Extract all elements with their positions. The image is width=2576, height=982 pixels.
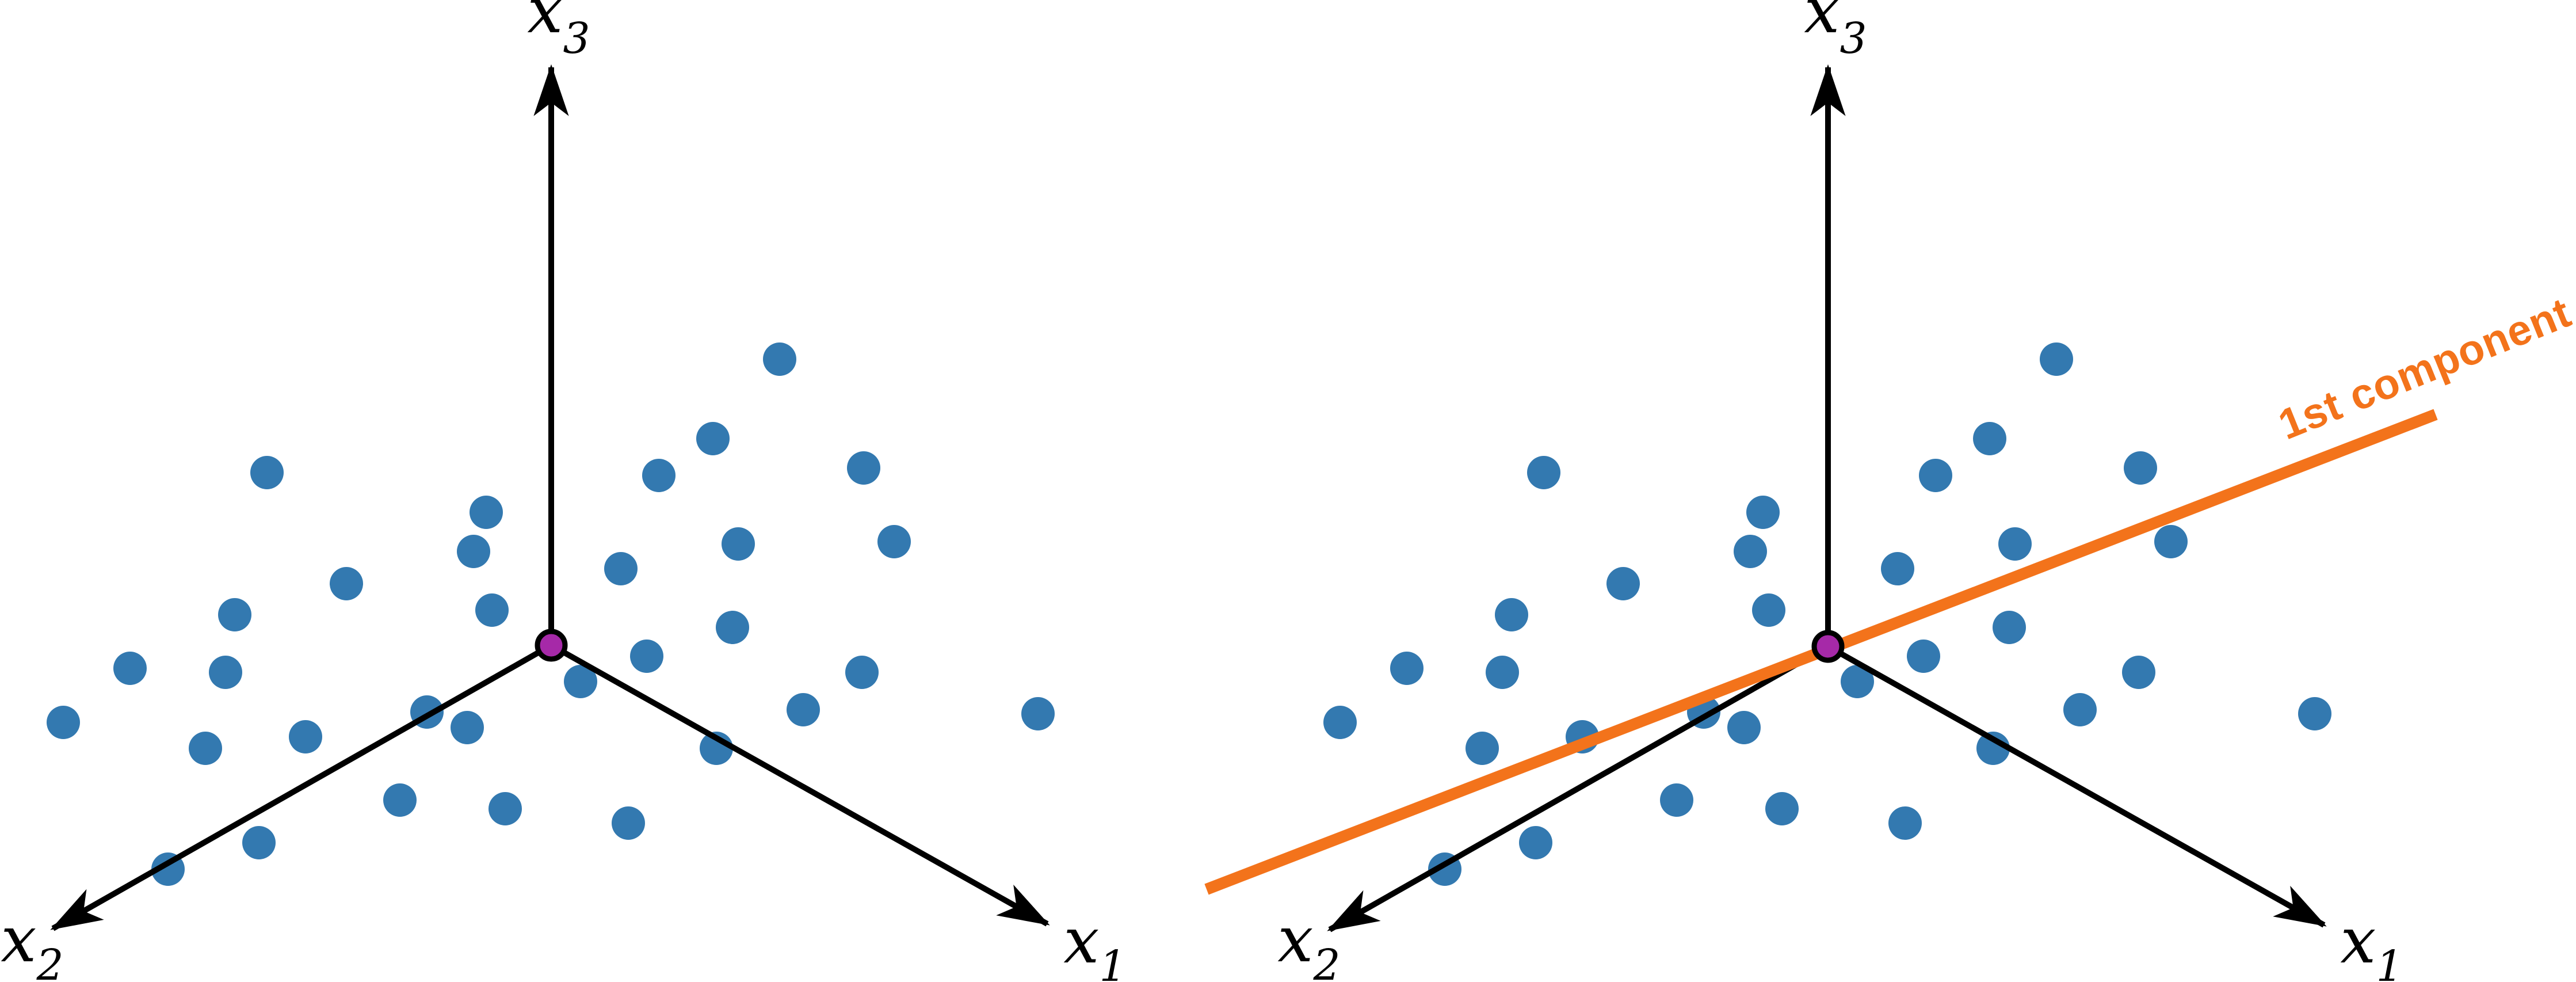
- data-point: [1727, 711, 1761, 744]
- data-point: [1907, 640, 1940, 673]
- data-point: [189, 732, 222, 765]
- data-point: [1495, 598, 1528, 631]
- data-point: [847, 451, 880, 485]
- data-point: [1660, 783, 1693, 817]
- data-point: [630, 640, 663, 673]
- data-point: [1752, 593, 1785, 627]
- data-point: [877, 525, 911, 558]
- right-x2-axis-label: x2: [1277, 903, 1340, 982]
- data-point: [642, 459, 676, 492]
- data-point: [2122, 656, 2155, 689]
- data-point: [250, 456, 284, 489]
- data-point: [113, 652, 147, 685]
- data-point: [787, 693, 820, 726]
- x2-axis: [1327, 644, 1830, 932]
- data-point: [716, 611, 749, 644]
- data-point: [1888, 806, 1922, 840]
- x2-axis: [50, 642, 553, 931]
- x1-axis: [1826, 644, 2327, 928]
- data-point: [47, 706, 80, 739]
- data-point: [1021, 697, 1055, 730]
- right-x3-axis-label: x3: [1804, 0, 1867, 63]
- data-point: [2124, 451, 2157, 485]
- data-point: [1841, 665, 1874, 698]
- left-x2-axis-label: x2: [1, 903, 63, 982]
- data-point: [1527, 456, 1560, 489]
- data-point: [1734, 535, 1767, 568]
- data-point: [289, 720, 322, 753]
- right-mean-point: [1811, 630, 1845, 663]
- data-point: [763, 342, 796, 376]
- right-x1-axis-label: x1: [2340, 904, 2403, 982]
- data-point: [1323, 706, 1357, 739]
- data-point: [1919, 459, 1952, 492]
- data-point: [489, 792, 522, 825]
- data-point: [218, 598, 251, 631]
- left-x1-axis-label: x1: [1063, 904, 1126, 982]
- data-point: [1390, 652, 1424, 685]
- left-x3-axis-label: x3: [527, 0, 590, 63]
- data-point: [1765, 792, 1799, 825]
- data-point: [451, 711, 484, 744]
- left-diagram: x3 x1 x2: [1, 0, 1126, 982]
- data-point: [1746, 496, 1780, 529]
- right-diagram: x3 x1 x2 1st component: [1204, 0, 2576, 982]
- right-axes: [1327, 64, 2327, 932]
- data-point: [475, 593, 509, 627]
- data-point: [2063, 693, 2097, 726]
- x1-axis: [549, 642, 1050, 927]
- data-point: [696, 422, 730, 455]
- data-point: [1881, 552, 1914, 585]
- left-axes: [50, 64, 1050, 931]
- data-point: [1486, 656, 1519, 689]
- data-point: [722, 527, 755, 561]
- data-point: [1993, 611, 2026, 644]
- data-point: [330, 567, 363, 600]
- left-mean-point: [535, 629, 568, 662]
- data-point: [242, 826, 276, 859]
- data-point: [1606, 567, 1640, 600]
- data-point: [2298, 697, 2331, 730]
- data-point: [209, 656, 242, 689]
- data-point: [564, 665, 597, 698]
- data-point: [470, 496, 503, 529]
- right-points: [1323, 342, 2331, 886]
- data-point: [1519, 826, 1552, 859]
- data-point: [604, 552, 638, 585]
- data-point: [612, 806, 645, 840]
- data-point: [383, 783, 417, 817]
- data-point: [845, 656, 879, 689]
- data-point: [2040, 342, 2073, 376]
- data-point: [2154, 525, 2188, 558]
- data-point: [1976, 732, 2010, 765]
- data-point: [1466, 732, 1499, 765]
- left-points: [47, 342, 1055, 886]
- data-point: [457, 535, 490, 568]
- data-point: [1973, 422, 2006, 455]
- data-point: [1998, 527, 2032, 561]
